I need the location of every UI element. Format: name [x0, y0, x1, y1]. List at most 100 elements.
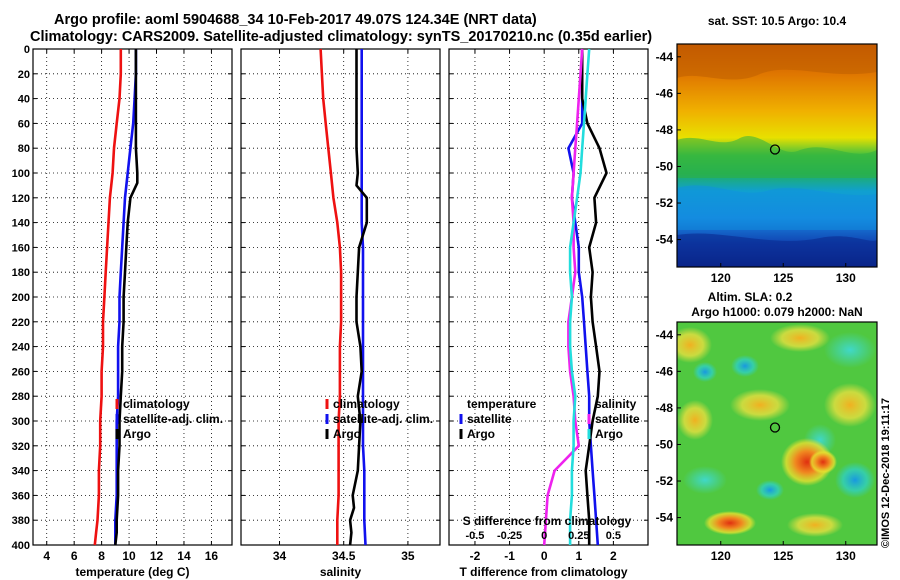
map-x-tick-label: 130: [836, 271, 856, 285]
y-tick-label: 20: [18, 69, 30, 81]
sla-map-subtitle: Argo h1000: 0.079 h2000: NaN: [691, 305, 862, 319]
series-line-satellite-adj-clim-: [360, 49, 367, 546]
panel-difference: -2 -1 0 1 2 T difference from climatology temp…: [448, 48, 649, 579]
map-labels: 120 125 130 -44 -46 -48 -50 -52 -54 sat. SST: 10.…: [656, 14, 863, 563]
x-tick-label: 6: [71, 549, 78, 563]
x-axis-label-top: S difference from climatology: [463, 514, 632, 528]
y-tick-label: 360: [12, 490, 30, 502]
legend-label: Argo: [123, 427, 151, 441]
panel-frame: [448, 48, 649, 546]
sst-map-title: sat. SST: 10.5 Argo: 10.4: [708, 14, 847, 28]
series-line-climatology: [319, 48, 343, 545]
sst-map-frame: [676, 43, 878, 268]
legend-label: climatology: [123, 397, 190, 411]
x-tick-label: 34.5: [332, 549, 356, 563]
x-axis-label: T difference from climatology: [459, 565, 627, 579]
x-tick-label: 2: [610, 549, 617, 563]
x-axis-label: temperature (deg C): [75, 565, 189, 579]
y-tick-label: 260: [12, 366, 30, 378]
x-tick-label-top: 0.5: [606, 530, 621, 542]
map-y-tick-label: -44: [656, 328, 674, 342]
x-axis-label: salinity: [320, 565, 362, 579]
y-tick-label: 100: [12, 168, 30, 180]
x-tick-label-top: 0.25: [568, 530, 589, 542]
y-tick-label: 140: [12, 218, 30, 230]
map-y-tick-label: -44: [656, 50, 674, 64]
y-tick-label: 80: [18, 143, 30, 155]
x-tick-label: 12: [150, 549, 164, 563]
series-line-satellite-adj-clim-: [114, 49, 138, 545]
legend-label: satellite: [595, 412, 640, 426]
y-tick-label: 300: [12, 416, 30, 428]
map-y-tick-label: -50: [656, 437, 674, 451]
profile-panels: 4 6 8 10 12 14 1602040608010012014016018020022…: [12, 44, 649, 579]
legend-label: Argo: [333, 427, 361, 441]
y-tick-label: 400: [12, 540, 30, 552]
map-x-tick-label: 125: [773, 549, 793, 563]
map-y-tick-label: -50: [656, 159, 674, 173]
x-tick-label: 1: [575, 549, 582, 563]
sla-map-title: Altim. SLA: 0.2: [708, 290, 793, 304]
x-tick-label: -1: [504, 549, 515, 563]
x-tick-label: 34: [273, 549, 287, 563]
x-tick-label: 35: [401, 549, 415, 563]
x-tick-label: 0: [541, 549, 548, 563]
map-x-tick-label: 120: [711, 271, 731, 285]
plot-title-line2: Climatology: CARS2009. Satellite-adjuste…: [30, 29, 653, 45]
map-y-tick-label: -54: [656, 233, 674, 247]
x-tick-label: 10: [122, 549, 136, 563]
x-tick-label: 16: [205, 549, 219, 563]
x-tick-label: 4: [43, 549, 50, 563]
y-tick-label: 340: [12, 466, 30, 478]
legend-label: Argo: [467, 427, 495, 441]
map-x-tick-label: 130: [836, 549, 856, 563]
map-y-tick-label: -46: [656, 364, 674, 378]
x-tick-label-top: -0.25: [497, 530, 522, 542]
sst-map-field: [677, 44, 877, 267]
series-line-climatology: [93, 49, 123, 546]
legend-label: satellite: [467, 412, 512, 426]
x-tick-label-top: -0.5: [465, 530, 484, 542]
x-tick-label-top: 0: [541, 530, 547, 542]
legend-label: satellite-adj. clim.: [333, 412, 433, 426]
panel-temperature: 4 6 8 10 12 14 1602040608010012014016018020022…: [12, 44, 233, 579]
y-tick-label: 60: [18, 118, 30, 130]
legend-label: satellite-adj. clim.: [123, 412, 223, 426]
x-tick-label: 14: [177, 549, 191, 563]
y-tick-label: 380: [12, 515, 30, 527]
y-tick-label: 280: [12, 391, 30, 403]
plot-title-line1: Argo profile: aoml 5904688_34 10-Feb-201…: [54, 12, 537, 28]
legend-label: climatology: [333, 397, 400, 411]
y-tick-label: 180: [12, 267, 30, 279]
y-tick-label: 120: [12, 193, 30, 205]
sla-map: [676, 321, 878, 546]
series-line-argo: [348, 49, 369, 546]
sst-map: [676, 43, 878, 268]
y-tick-label: 220: [12, 317, 30, 329]
y-tick-label: 160: [12, 242, 30, 254]
sla-map-field: [677, 322, 877, 545]
y-tick-label: 0: [24, 44, 30, 56]
sla-argo-marker: [769, 422, 781, 433]
x-tick-label: 8: [98, 549, 105, 563]
series-line-argo: [114, 49, 139, 546]
series-line-temperature-argo: [580, 49, 608, 545]
legend-label: temperature: [467, 397, 537, 411]
legend-label: Argo: [595, 427, 623, 441]
map-y-tick-label: -52: [656, 196, 674, 210]
map-y-tick-label: -54: [656, 511, 674, 525]
map-y-tick-label: -46: [656, 86, 674, 100]
map-y-tick-label: -48: [656, 123, 674, 137]
map-y-tick-label: -52: [656, 474, 674, 488]
y-tick-label: 40: [18, 94, 30, 106]
map-y-tick-label: -48: [656, 401, 674, 415]
y-tick-label: 240: [12, 342, 30, 354]
legend-label: salinity: [595, 397, 637, 411]
x-tick-label: -2: [470, 549, 481, 563]
series-line-salinity-argo: [568, 48, 591, 545]
map-x-tick-label: 120: [711, 549, 731, 563]
sst-argo-marker: [769, 144, 781, 155]
credit-text: ©IMOS 12-Dec-2018 19:11:17: [880, 398, 892, 548]
y-tick-label: 320: [12, 441, 30, 453]
